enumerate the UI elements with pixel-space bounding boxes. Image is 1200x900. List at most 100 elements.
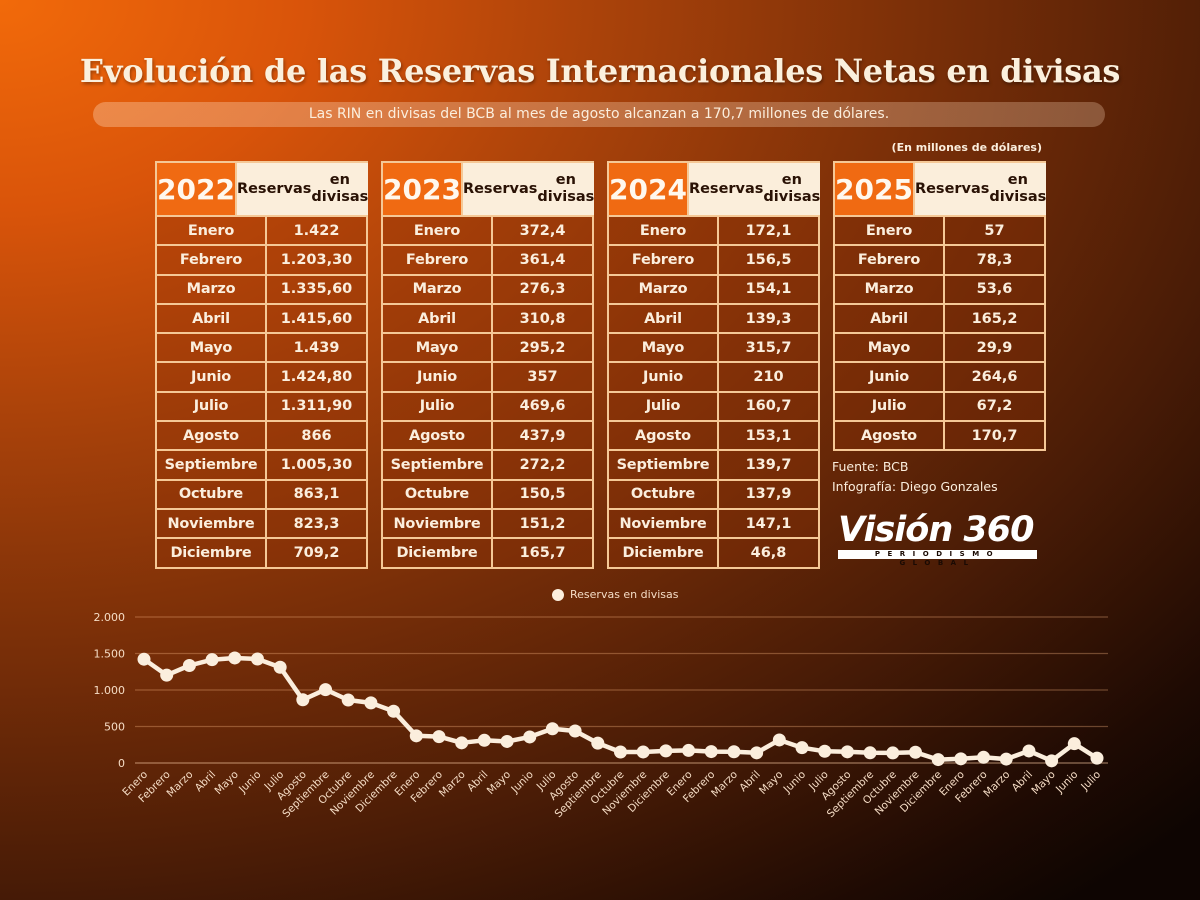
value-cell: 863,1 xyxy=(293,486,340,503)
month-cell: Octubre xyxy=(157,480,267,508)
month-cell: Mayo xyxy=(157,334,267,362)
data-point xyxy=(545,722,559,736)
month-cell: Junio xyxy=(383,363,493,391)
data-point xyxy=(886,746,900,760)
data-point xyxy=(1045,754,1059,768)
x-tick-label: Mayo xyxy=(757,769,785,797)
x-tick-label: Junio xyxy=(1053,769,1080,796)
month-cell: Diciembre xyxy=(609,539,719,567)
table-row: Febrero 361,4 xyxy=(383,246,592,276)
table-row: Julio 67,2 xyxy=(835,392,1044,423)
x-tick-label: Julio xyxy=(1078,769,1103,794)
data-point xyxy=(750,746,764,760)
data-point xyxy=(137,652,151,666)
x-tick-label: Junio xyxy=(236,769,263,796)
table-row: Julio 1.311,90 xyxy=(157,392,366,423)
value-cell: 276,3 xyxy=(519,281,566,298)
value-cell: 137,9 xyxy=(745,486,792,503)
month-cell: Julio xyxy=(383,392,493,421)
value-cell: 1.203,30 xyxy=(280,251,353,268)
y-tick-label: 1.500 xyxy=(94,648,126,661)
value-cell: 147,1 xyxy=(745,515,792,532)
month-cell: Enero xyxy=(835,217,945,245)
month-cell: Abril xyxy=(835,304,945,333)
x-tick-label: Junio xyxy=(508,769,535,796)
table-row: Agosto 170,7 xyxy=(835,422,1044,450)
table-2023: 2023 Reservas en divisas Enero 372,4 Febrero 3… xyxy=(381,161,594,569)
table-row: Noviembre 823,3 xyxy=(157,509,366,540)
value-cell: 165,2 xyxy=(971,310,1018,327)
month-cell: Abril xyxy=(609,304,719,333)
table-row: Mayo 29,9 xyxy=(835,334,1044,364)
value-cell: 1.439 xyxy=(293,339,340,356)
month-cell: Junio xyxy=(835,363,945,391)
month-cell: Junio xyxy=(157,363,267,391)
data-point xyxy=(160,668,174,682)
month-cell: Julio xyxy=(835,392,945,421)
value-cell: 469,6 xyxy=(519,398,566,415)
month-cell: Agosto xyxy=(835,422,945,450)
table-header: 2025 Reservas en divisas xyxy=(835,163,1046,217)
month-cell: Febrero xyxy=(609,246,719,274)
month-cell: Enero xyxy=(609,217,719,245)
table-row: Enero 372,4 xyxy=(383,217,592,247)
value-cell: 1.335,60 xyxy=(280,281,353,298)
data-point xyxy=(1090,751,1104,765)
month-cell: Marzo xyxy=(609,275,719,303)
month-cell: Febrero xyxy=(383,246,493,274)
year-label: 2023 xyxy=(383,163,463,215)
table-row: Abril 1.415,60 xyxy=(157,304,366,335)
table-row: Abril 310,8 xyxy=(383,304,592,335)
month-cell: Febrero xyxy=(835,246,945,274)
data-point xyxy=(818,744,832,758)
value-cell: 151,2 xyxy=(519,515,566,532)
data-point xyxy=(455,736,469,750)
legend-marker-icon xyxy=(552,588,564,601)
month-cell: Noviembre xyxy=(383,509,493,538)
chart-legend: Reservas en divisas xyxy=(552,588,678,601)
table-header: 2024 Reservas en divisas xyxy=(609,163,820,217)
data-point xyxy=(432,730,446,744)
data-point xyxy=(977,750,991,764)
data-point xyxy=(409,729,423,743)
logo-tagline: PERIODISMO GLOBAL xyxy=(838,550,1037,567)
value-cell: 1.424,80 xyxy=(280,369,353,386)
value-cell: 150,5 xyxy=(519,486,566,503)
table-2024: 2024 Reservas en divisas Enero 172,1 Febrero 1… xyxy=(607,161,820,569)
value-cell: 53,6 xyxy=(976,281,1013,298)
data-point xyxy=(931,753,945,767)
table-row: Marzo 53,6 xyxy=(835,275,1044,305)
month-cell: Julio xyxy=(609,392,719,421)
table-row: Abril 139,3 xyxy=(609,304,818,335)
table-header: 2022 Reservas en divisas xyxy=(157,163,368,217)
table-row: Julio 160,7 xyxy=(609,392,818,423)
page-title: Evolución de las Reservas Internacionale… xyxy=(79,52,1121,90)
month-cell: Abril xyxy=(157,304,267,333)
table-row: Abril 165,2 xyxy=(835,304,1044,335)
data-point xyxy=(908,745,922,759)
table-row: Octubre 137,9 xyxy=(609,480,818,510)
value-cell: 372,4 xyxy=(519,222,566,239)
table-row: Enero 172,1 xyxy=(609,217,818,247)
data-point xyxy=(795,741,809,755)
value-cell: 1.311,90 xyxy=(280,398,353,415)
month-cell: Julio xyxy=(157,392,267,421)
month-cell: Agosto xyxy=(157,422,267,450)
table-row: Marzo 1.335,60 xyxy=(157,275,366,305)
value-cell: 78,3 xyxy=(976,251,1013,268)
data-point xyxy=(1067,737,1081,751)
table-row: Diciembre 709,2 xyxy=(157,539,366,567)
column-header: Reservas en divisas xyxy=(462,163,594,215)
table-row: Diciembre 46,8 xyxy=(609,539,818,567)
data-point xyxy=(954,752,968,766)
month-cell: Marzo xyxy=(835,275,945,303)
logo-name: Visión 360 xyxy=(838,510,1035,550)
value-cell: 437,9 xyxy=(519,427,566,444)
month-cell: Noviembre xyxy=(157,509,267,538)
source-text: Fuente: BCB xyxy=(832,459,909,474)
value-cell: 57 xyxy=(984,222,1005,239)
table-row: Febrero 78,3 xyxy=(835,246,1044,276)
column-header: Reservas en divisas xyxy=(236,163,368,215)
legend-label: Reservas en divisas xyxy=(570,588,679,601)
value-cell: 823,3 xyxy=(293,515,340,532)
